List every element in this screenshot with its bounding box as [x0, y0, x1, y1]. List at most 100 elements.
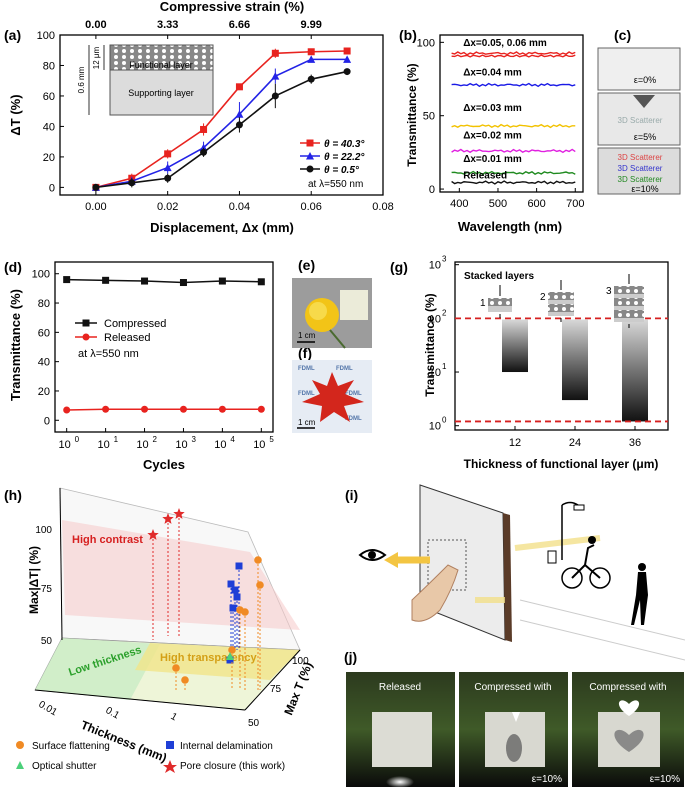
flower-center	[309, 302, 327, 320]
legend-label: θ = 40.3°	[324, 139, 365, 150]
panel-a-point	[200, 148, 208, 156]
panel-g-xtick-label: 12	[509, 437, 521, 449]
panel-a-inset: Functional layer Supporting layer 12 μm …	[77, 44, 214, 116]
legend-label-surface: Surface flattening	[32, 741, 110, 752]
panel-d-xtick-base: 10	[253, 439, 265, 451]
stack-label-3: 3	[606, 286, 612, 297]
flower-stem	[329, 329, 346, 349]
maple-leaf-icon	[302, 372, 364, 422]
panel-d-series-line	[66, 408, 262, 411]
panel-g-xtick-label: 36	[629, 437, 641, 449]
panel-d-ylabel: Transmittance (%)	[8, 289, 23, 401]
h-point-surface-flattening	[254, 556, 262, 564]
panel-f: (f) FDML FDML FDML FDML FDML 1 cm	[292, 345, 372, 433]
panel-d-point	[257, 278, 265, 286]
panel-d-xtick-exp: 3	[191, 435, 196, 444]
panel-a-ylabel: ΔT (%)	[8, 94, 23, 135]
light-beam	[514, 535, 601, 551]
panel-a-point	[164, 174, 172, 182]
panel-h: (h) High contrast Low thickness High tra…	[4, 487, 315, 773]
panel-d-point	[63, 406, 71, 414]
clear-spot-2	[506, 734, 522, 762]
press-marker-2	[512, 712, 520, 722]
legend-label: Compressed	[104, 318, 166, 330]
h-point-delamination	[227, 580, 235, 588]
panel-b-frame	[439, 34, 584, 193]
legend-label-delam: Internal delamination	[180, 741, 273, 752]
legend-note: at λ=550 nm	[308, 179, 363, 190]
photo-label-compressed-b: Compressed with	[589, 682, 666, 693]
film-piece	[340, 290, 368, 320]
stack-3-layer-a	[614, 286, 644, 294]
panel-i-label: (i)	[345, 487, 358, 503]
panel-d-frame	[54, 261, 274, 433]
panel-g-bar	[622, 319, 648, 422]
panel-a-point	[307, 55, 316, 63]
scale-label-f: 1 cm	[298, 418, 316, 427]
panel-g-ytick-exp: 1	[442, 362, 447, 371]
panel-a-point	[235, 83, 243, 91]
panel-d-ytick-label: 20	[38, 386, 50, 398]
panel-g-bar	[562, 319, 588, 401]
panel-b-spectrum	[451, 51, 576, 56]
heart-press-marker	[618, 700, 640, 716]
panel-a-top-tick-label: 6.66	[229, 19, 250, 31]
panel-b-xtick-label: 400	[450, 198, 468, 210]
svg-text:FDML: FDML	[345, 391, 362, 397]
panel-a-point	[271, 72, 280, 80]
h-xtick-2: 1	[169, 711, 180, 724]
panel-a-legend: θ = 40.3° θ = 22.2° θ = 0.5° at λ=550 nm	[300, 139, 365, 190]
panel-d-point	[102, 405, 110, 413]
legend-marker-pore	[163, 760, 177, 773]
panel-a-point	[164, 150, 172, 158]
legend-marker	[306, 139, 314, 147]
h-legend: Surface flattening Internal delamination…	[16, 741, 285, 773]
stack-2-support-a	[548, 300, 574, 304]
supporting-layer-block	[109, 69, 214, 116]
legend-marker-surface	[16, 741, 24, 749]
panel-d-xtick-exp: 5	[269, 435, 274, 444]
h-ztick-75: 75	[270, 684, 282, 695]
h-point-delamination	[229, 604, 237, 612]
panel-d-xtick-base: 10	[97, 439, 109, 451]
h-point-surface-flattening	[228, 646, 236, 654]
stack-2-layer-a	[548, 292, 574, 300]
stack-label-2: 2	[540, 292, 546, 303]
panel-d-point	[257, 405, 265, 413]
panel-d-xtick-base: 10	[136, 439, 148, 451]
panel-a-ytick-label: 60	[43, 91, 55, 103]
panel-g-ytick-base: 10	[429, 421, 441, 433]
photo-compressed-a: Compressed with ε=10%	[459, 672, 568, 787]
sample-photo-0	[597, 47, 681, 91]
panel-h-label: (h)	[4, 487, 22, 503]
legend-label-shutter: Optical shutter	[32, 761, 97, 772]
panel-b-xtick-label: 500	[489, 198, 507, 210]
panel-g-bar	[502, 319, 528, 373]
panel-d-xtick-exp: 4	[230, 435, 235, 444]
h-xtick-0: 0.01	[37, 699, 60, 718]
panel-a-point	[343, 68, 351, 76]
panel-b-series-label: Δx=0.03 mm	[463, 103, 522, 114]
panel-d-point	[218, 277, 226, 285]
strain-label-2: ε=10%	[631, 184, 658, 194]
light-source-1	[386, 776, 414, 788]
panel-a-ytick-label: 0	[49, 182, 55, 194]
functional-layer-label: Functional layer	[129, 60, 193, 70]
panel-d-point	[179, 405, 187, 413]
h-point-pore-closure	[147, 529, 159, 540]
panel-d-xlabel: Cycles	[143, 457, 185, 472]
panel-a-point	[199, 143, 208, 152]
stack-label-1: 1	[480, 298, 486, 309]
panel-g-label: (g)	[390, 259, 408, 275]
h-x-axis	[34, 689, 246, 711]
h-point-delamination	[233, 593, 241, 601]
panel-a-point	[271, 49, 279, 57]
traffic-sign	[547, 550, 557, 564]
sample-photo-2	[597, 147, 681, 195]
legend-marker-shutter	[16, 761, 24, 769]
photo-label-compressed-a: Compressed with	[474, 682, 551, 693]
panel-b-spectrum	[451, 82, 576, 88]
low-thickness-region	[35, 638, 160, 700]
eye-pupil	[368, 551, 376, 559]
panel-b-xtick-label: 600	[527, 198, 545, 210]
